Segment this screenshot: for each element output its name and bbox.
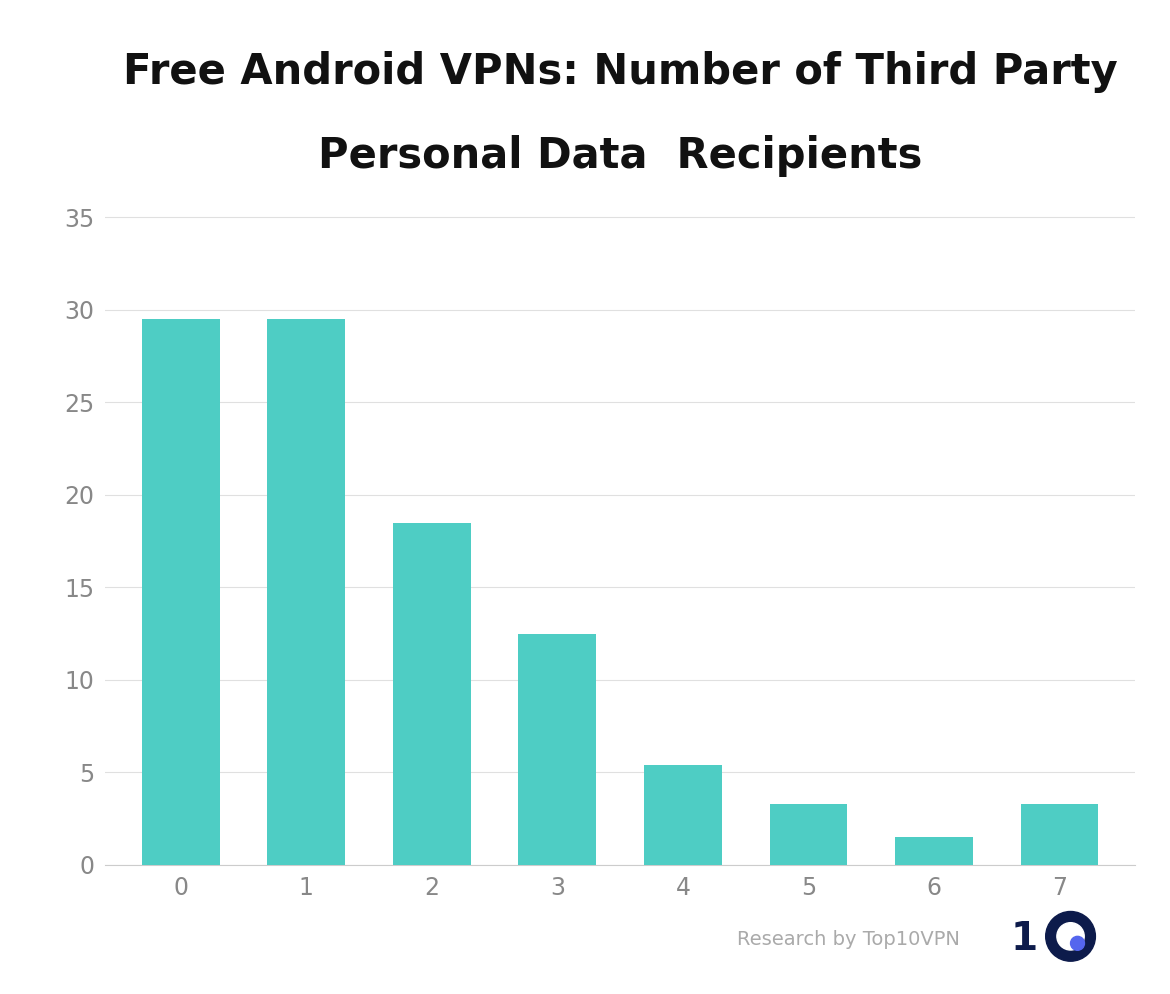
Bar (1020, 804, 1099, 865)
Circle shape (1046, 911, 1095, 961)
Bar (895, 837, 973, 865)
Bar (142, 319, 220, 865)
Bar (770, 804, 847, 865)
Circle shape (1071, 936, 1085, 950)
Text: 1: 1 (1010, 920, 1038, 958)
Circle shape (1057, 922, 1085, 950)
Bar (644, 765, 722, 865)
Title: Free Android VPNs: Number of Third Party

Personal Data  Recipients: Free Android VPNs: Number of Third Party… (123, 52, 1117, 177)
Text: Research by Top10VPN: Research by Top10VPN (737, 929, 959, 949)
Bar (393, 523, 470, 865)
Bar (518, 633, 597, 865)
Bar (267, 319, 345, 865)
